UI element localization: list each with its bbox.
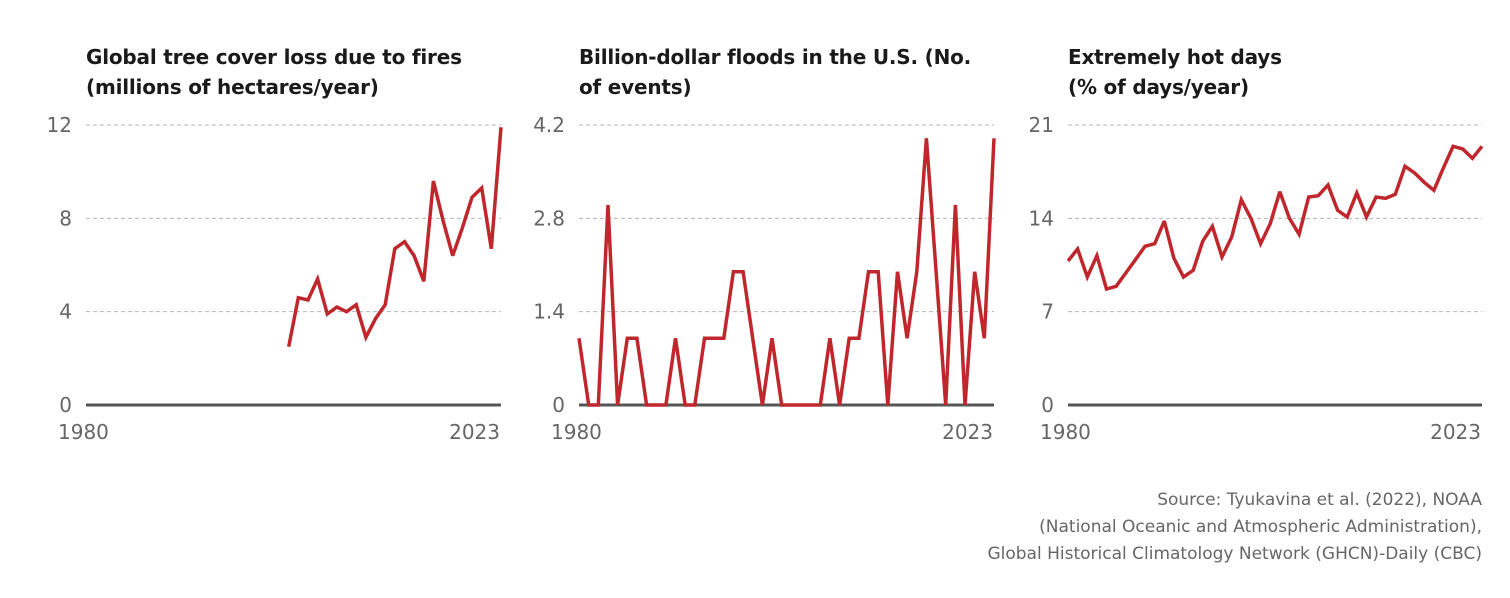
source-note: Source: Tyukavina et al. (2022), NOAA (N… — [987, 487, 1482, 568]
x-tick-label: 1980 — [1040, 420, 1091, 444]
y-tick-label: 0 — [552, 393, 565, 417]
y-tick-label: 1.4 — [533, 300, 565, 324]
chart-title-hot-days: Extremely hot days (% of days/year) — [1068, 42, 1488, 102]
chart-title-tree-cover-loss: Global tree cover loss due to fires (mil… — [86, 42, 506, 102]
source-line: Source: Tyukavina et al. (2022), NOAA — [1157, 490, 1482, 510]
x-tick-label: 2023 — [449, 420, 500, 444]
title-line: (millions of hectares/year) — [86, 75, 379, 99]
x-tick-label: 1980 — [58, 420, 109, 444]
y-tick-label: 4 — [59, 300, 72, 324]
x-tick-label: 2023 — [1430, 420, 1481, 444]
x-tick-label: 2023 — [942, 420, 993, 444]
title-line: of events) — [579, 75, 692, 99]
title-line: Billion-dollar floods in the U.S. (No. — [579, 45, 972, 69]
y-tick-label: 0 — [1041, 393, 1054, 417]
y-tick-label: 8 — [59, 206, 72, 230]
y-tick-label: 4.2 — [533, 113, 565, 137]
chart-panel-0: 0 4 8 12 1980 2023 — [47, 113, 503, 444]
series-line — [286, 127, 503, 348]
source-line: (National Oceanic and Atmospheric Admini… — [1039, 517, 1482, 537]
chart-panel-2: 0 7 14 21 1980 2023 — [1029, 113, 1484, 444]
y-tick-label: 7 — [1041, 300, 1054, 324]
chart-panel-1: 0 1.4 2.8 4.2 1980 2023 — [533, 113, 996, 444]
series-line — [1066, 144, 1484, 292]
y-tick-label: 14 — [1029, 206, 1054, 230]
chart-title-floods: Billion-dollar floods in the U.S. (No. o… — [579, 42, 999, 102]
y-tick-label: 12 — [47, 113, 72, 137]
y-tick-label: 21 — [1029, 113, 1054, 137]
y-tick-label: 2.8 — [533, 206, 565, 230]
series-line — [577, 138, 996, 407]
y-tick-label: 0 — [59, 393, 72, 417]
title-line: Global tree cover loss due to fires — [86, 45, 462, 69]
x-tick-label: 1980 — [551, 420, 602, 444]
title-line: (% of days/year) — [1068, 75, 1249, 99]
source-line: Global Historical Climatology Network (G… — [987, 544, 1482, 564]
title-line: Extremely hot days — [1068, 45, 1282, 69]
